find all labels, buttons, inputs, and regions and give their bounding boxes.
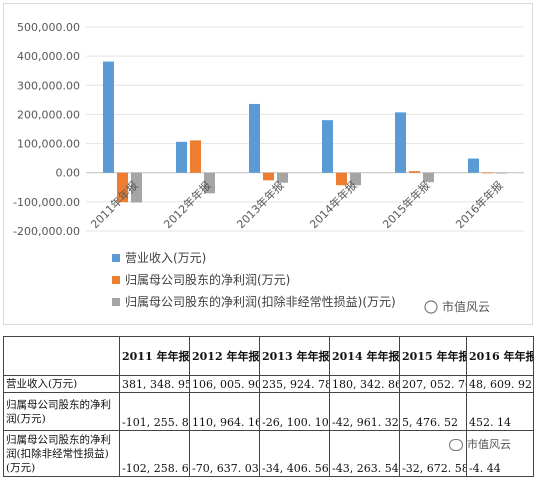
table-header-year: 2016 年年报 bbox=[466, 336, 534, 376]
x-category-label: 2015年年报 bbox=[380, 178, 433, 231]
table-header-corner bbox=[3, 336, 120, 376]
table-header-year: 2011 年年报 bbox=[119, 336, 190, 376]
y-tick-label: -100,000.00 bbox=[13, 196, 80, 209]
legend-label: 营业收入(万元) bbox=[125, 251, 206, 265]
bar bbox=[322, 120, 333, 173]
bar bbox=[249, 103, 260, 173]
x-category-label: 2011年年报 bbox=[88, 178, 141, 231]
table-cell: 48, 609. 92 bbox=[466, 375, 534, 393]
y-tick-label: 300,000.00 bbox=[17, 79, 80, 92]
bar bbox=[103, 61, 114, 173]
table-row: 归属母公司股东的净利润(扣除非经常性损益)(万元) -102, 258. 61 -7… bbox=[3, 430, 534, 477]
table-header-year: 2014 年年报 bbox=[329, 336, 400, 376]
bar bbox=[176, 141, 187, 173]
legend-swatch bbox=[112, 254, 120, 262]
bar bbox=[117, 172, 128, 203]
y-tick-label: 100,000.00 bbox=[17, 138, 80, 151]
table-cell: 452. 14 bbox=[466, 392, 534, 431]
table-cell: 207, 052. 76 bbox=[399, 375, 467, 393]
table-cell: -26, 100. 10 bbox=[259, 392, 330, 431]
table-cell: -32, 672. 58 bbox=[399, 430, 467, 477]
bar bbox=[423, 172, 434, 183]
table-cell: -70, 637. 03 bbox=[189, 430, 260, 477]
bar bbox=[204, 172, 215, 194]
bar-chart: 500,000.00 400,000.00 300,000.00 200,000.00… bbox=[13, 21, 524, 314]
table-cell: -101, 255. 84 bbox=[119, 392, 190, 431]
legend-label: 归属母公司股东的净利润(万元) bbox=[125, 272, 290, 287]
bar bbox=[482, 172, 493, 174]
bar bbox=[190, 140, 201, 173]
financial-table: 2011 年年报 2012 年年报 2013 年年报 2014 年年报 2015 年年报… bbox=[3, 336, 534, 477]
x-category-label: 2013年年报 bbox=[234, 178, 287, 231]
y-tick-label: 500,000.00 bbox=[17, 21, 80, 34]
table-cell: -4. 44 bbox=[466, 430, 534, 477]
table-cell: 381, 348. 95 bbox=[119, 375, 190, 393]
table-cell: -42, 961. 32 bbox=[329, 392, 400, 431]
row-label: 归属母公司股东的净利润(扣除非经常性损益)(万元) bbox=[3, 430, 120, 477]
table-cell: -43, 263. 54 bbox=[329, 430, 400, 477]
table-row: 营业收入(万元) 381, 348. 95 106, 005. 90 235, 924… bbox=[3, 375, 534, 393]
legend-swatch bbox=[112, 276, 120, 284]
wechat-logo-icon bbox=[424, 300, 438, 314]
x-category-label: 2012年年报 bbox=[161, 178, 214, 231]
y-tick-label: 400,000.00 bbox=[17, 50, 80, 63]
table-cell: 110, 964. 16 bbox=[189, 392, 260, 431]
table-cell: -102, 258. 61 bbox=[119, 430, 190, 477]
bar bbox=[336, 172, 347, 186]
table-cell: 180, 342. 86 bbox=[329, 375, 400, 393]
y-tick-label: 0.00 bbox=[56, 167, 81, 180]
table-cell: 5, 476. 52 bbox=[399, 392, 467, 431]
bar bbox=[350, 172, 361, 186]
x-category-label: 2016年年报 bbox=[453, 178, 506, 231]
table-watermark: 市值风云 bbox=[449, 436, 511, 452]
bar bbox=[468, 158, 479, 173]
bar bbox=[277, 172, 288, 183]
chart-panel: 500,000.00 400,000.00 300,000.00 200,000.00… bbox=[3, 3, 533, 325]
y-tick-label: 200,000.00 bbox=[17, 108, 80, 121]
table-cell: -34, 406. 56 bbox=[259, 430, 330, 477]
bar bbox=[409, 171, 420, 173]
table-header-year: 2012 年年报 bbox=[189, 336, 260, 376]
table-cell: 106, 005. 90 bbox=[189, 375, 260, 393]
table-watermark-text: 市值风云 bbox=[467, 438, 511, 451]
table-header-row: 2011 年年报 2012 年年报 2013 年年报 2014 年年报 2015 年年报… bbox=[3, 336, 534, 376]
table-header-year: 2015 年年报 bbox=[399, 336, 467, 376]
table-row: 归属母公司股东的净利润(万元) -101, 255. 84 110, 964. 16… bbox=[3, 392, 534, 431]
y-tick-label: -200,000.00 bbox=[13, 225, 80, 238]
row-label: 归属母公司股东的净利润(万元) bbox=[3, 392, 120, 431]
data-table-wrapper: 2011 年年报 2012 年年报 2013 年年报 2014 年年报 2015 年年报… bbox=[3, 336, 534, 477]
legend-swatch bbox=[112, 298, 120, 306]
table-cell: 235, 924. 78 bbox=[259, 375, 330, 393]
table-header-year: 2013 年年报 bbox=[259, 336, 330, 376]
x-category-label: 2014年年报 bbox=[307, 178, 360, 231]
chart-watermark: 市值风云 bbox=[442, 299, 490, 314]
bar bbox=[263, 172, 274, 181]
bar bbox=[496, 172, 507, 174]
bar bbox=[131, 172, 142, 203]
row-label: 营业收入(万元) bbox=[3, 375, 120, 393]
legend-label: 归属母公司股东的净利润(扣除非经常性损益)(万元) bbox=[125, 294, 396, 309]
bar bbox=[395, 112, 406, 173]
wechat-logo-icon bbox=[449, 439, 463, 451]
